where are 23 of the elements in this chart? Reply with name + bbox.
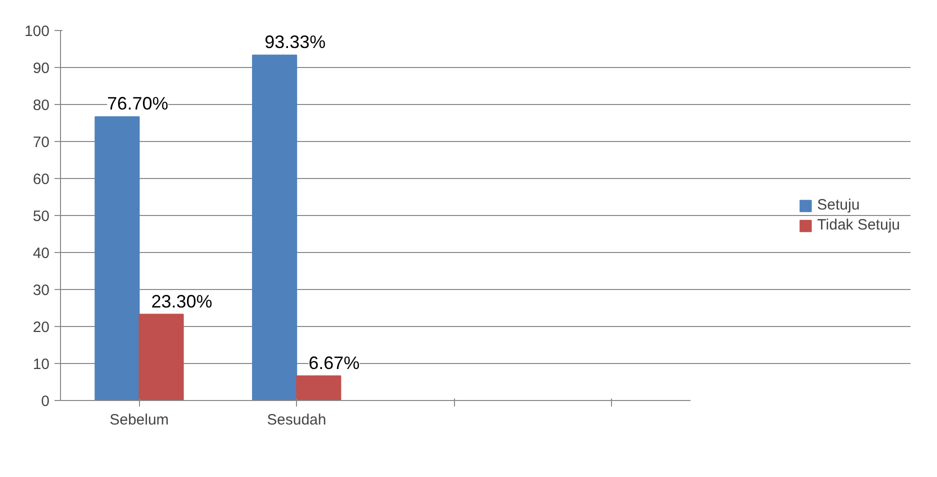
y-tick-label: 40 <box>32 245 50 262</box>
y-tick-label: 30 <box>32 282 50 299</box>
legend-label: Tidak Setuju <box>817 216 900 234</box>
data-label: 23.30% <box>151 291 212 312</box>
y-tick-label: 0 <box>41 393 50 410</box>
legend-label: Setuju <box>817 196 860 214</box>
y-tick-label: 20 <box>32 319 50 336</box>
y-tick-label: 100 <box>24 23 50 40</box>
bar <box>296 375 342 400</box>
data-label: 93.33% <box>264 32 326 52</box>
y-tick-label: 10 <box>32 356 50 373</box>
bar <box>138 314 184 400</box>
y-tick-label: 90 <box>32 60 50 77</box>
y-tick-label: 60 <box>32 171 50 188</box>
y-tick-label: 50 <box>32 208 50 225</box>
bar <box>252 54 298 400</box>
bar <box>94 116 140 400</box>
x-tick-label: Sebelum <box>110 412 169 428</box>
data-label: 76.70% <box>107 94 168 114</box>
data-label: 6.67% <box>308 352 360 373</box>
y-tick-label: 80 <box>32 97 50 114</box>
x-tick-label: Sesudah <box>267 412 326 428</box>
y-tick-label: 70 <box>32 134 50 151</box>
